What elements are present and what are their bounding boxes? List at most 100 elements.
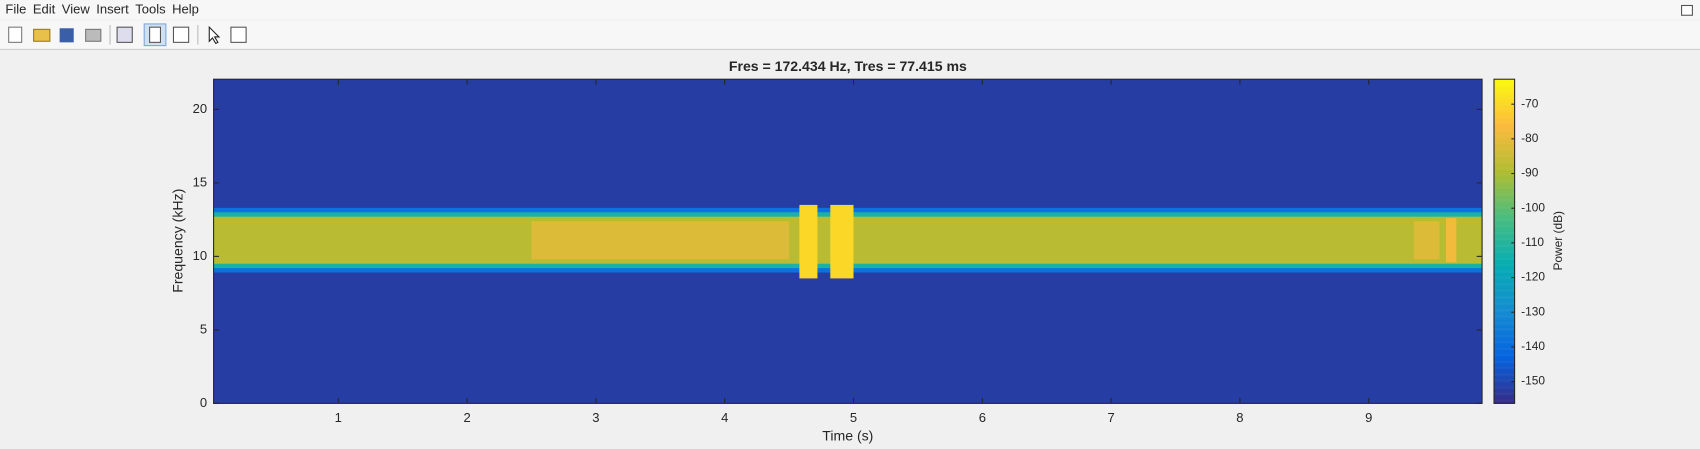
colorbar-cell xyxy=(1494,241,1515,244)
colorbar-cell xyxy=(1494,270,1515,272)
colorbar-cell xyxy=(1494,337,1515,339)
colorbar-cell xyxy=(1494,114,1515,117)
colorbar-cell xyxy=(1494,252,1515,254)
dock-icon[interactable] xyxy=(1681,4,1693,16)
colorbar-cell xyxy=(1494,340,1515,342)
legend-icon[interactable] xyxy=(172,26,190,43)
colorbar-cell xyxy=(1494,249,1515,251)
colorbar-cell xyxy=(1494,299,1515,301)
link-icon[interactable] xyxy=(116,26,133,43)
menu-item[interactable]: View xyxy=(62,1,91,16)
colorbar-cell xyxy=(1494,116,1515,118)
colorbar-cell xyxy=(1494,352,1515,354)
property-icon[interactable] xyxy=(230,26,247,43)
colorbar-cell xyxy=(1494,347,1515,349)
colorbar-cell xyxy=(1494,262,1515,264)
colorbar-tick-label: -90 xyxy=(1521,166,1539,180)
colorbar-cell xyxy=(1494,196,1515,198)
colorbar-cell xyxy=(1494,296,1515,298)
colorbar-cell xyxy=(1494,345,1515,348)
colorbar-tick-label: -110 xyxy=(1521,235,1544,249)
colorbar-cell xyxy=(1494,156,1515,158)
menu-item[interactable]: File xyxy=(5,1,26,16)
colorbar-tick-label: -130 xyxy=(1521,304,1545,318)
colorbar-cell xyxy=(1494,368,1515,370)
colorbar-cell xyxy=(1494,335,1515,337)
colorbar-cell xyxy=(1494,326,1515,328)
colorbar-cell xyxy=(1494,79,1515,81)
colorbar-cell xyxy=(1494,400,1515,402)
pointer-icon[interactable] xyxy=(208,25,221,45)
colorbar-cell xyxy=(1494,283,1515,285)
open-icon[interactable] xyxy=(33,28,51,42)
colorbar-cell xyxy=(1494,225,1515,227)
colorbar-cell xyxy=(1494,143,1515,145)
colorbar-cell xyxy=(1494,175,1515,178)
colorbar-cell xyxy=(1494,92,1515,94)
colorbar-cell xyxy=(1494,353,1515,355)
colorbar-cell xyxy=(1494,309,1515,311)
colorbar-cell xyxy=(1494,228,1515,231)
colorbar-cell xyxy=(1494,292,1515,295)
x-tick-label: 3 xyxy=(592,410,599,425)
colorbar-cell xyxy=(1494,387,1515,389)
colorbar-cell xyxy=(1494,237,1515,239)
menu-item[interactable]: Insert xyxy=(96,1,129,16)
colorbar-cell xyxy=(1494,386,1515,388)
colorbar-cell xyxy=(1494,84,1515,86)
colorbar-cell xyxy=(1494,147,1515,149)
colorbar-cell xyxy=(1494,158,1515,160)
menu-item[interactable]: Edit xyxy=(33,1,56,16)
colorbar-cell xyxy=(1494,287,1515,289)
colorbar-cell xyxy=(1494,341,1515,343)
colorbar-cell xyxy=(1494,119,1515,121)
colorbar-cell xyxy=(1494,253,1515,256)
colorbar-cell xyxy=(1494,310,1515,312)
colorbar-cell xyxy=(1494,186,1515,188)
menu-item[interactable]: Help xyxy=(172,1,199,16)
colorbar-cell xyxy=(1494,332,1515,335)
colorbar-cell xyxy=(1494,178,1515,181)
print-icon[interactable] xyxy=(85,28,102,42)
colorbar-cell xyxy=(1494,291,1515,294)
colorbar-cell xyxy=(1494,274,1515,276)
colorbar-cell xyxy=(1494,201,1515,204)
colorbar-cell xyxy=(1494,231,1515,233)
colorbar-cell xyxy=(1494,182,1515,184)
colorbar-cell xyxy=(1494,358,1515,361)
menu-bar xyxy=(0,0,1700,20)
colorbar-cell xyxy=(1494,96,1515,98)
colorbar-cell xyxy=(1494,314,1515,316)
colorbar-cell xyxy=(1494,220,1515,222)
save-icon[interactable] xyxy=(59,28,74,43)
colorbar-cell xyxy=(1494,356,1515,359)
colorbar-box xyxy=(1493,78,1516,404)
colorbar-cell xyxy=(1494,367,1515,369)
colorbar-cell xyxy=(1494,183,1515,185)
colorbar-cell xyxy=(1494,363,1515,365)
colorbar-tick-label: -150 xyxy=(1521,374,1545,388)
colorbar-cell xyxy=(1494,123,1515,125)
new-icon[interactable] xyxy=(8,26,23,43)
colorbar-cell xyxy=(1494,267,1515,270)
y-axis-label: Frequency (kHz) xyxy=(170,189,186,293)
colorbar-cell xyxy=(1494,255,1515,258)
colorbar-cell xyxy=(1494,168,1515,170)
colorbar-cell xyxy=(1494,134,1515,136)
colorbar-cell xyxy=(1494,107,1515,109)
colorbar-cell xyxy=(1494,194,1515,196)
colorbar-cell xyxy=(1494,320,1515,323)
colorbar-cell xyxy=(1494,161,1515,163)
menu-item[interactable]: Tools xyxy=(135,1,166,16)
spectrogram-region xyxy=(799,204,818,279)
colorbar-cell xyxy=(1494,375,1515,377)
colorbar-cell xyxy=(1494,176,1515,179)
colorbar-cell xyxy=(1494,268,1515,271)
colorbar-cell xyxy=(1494,82,1515,84)
colorbar-cell xyxy=(1494,126,1515,129)
colorbar-cell xyxy=(1494,197,1515,199)
colorbar-cell xyxy=(1494,223,1515,225)
colorbar-cell xyxy=(1494,164,1515,167)
colorbar-cell xyxy=(1494,288,1515,290)
colorbar-cell xyxy=(1494,214,1515,217)
